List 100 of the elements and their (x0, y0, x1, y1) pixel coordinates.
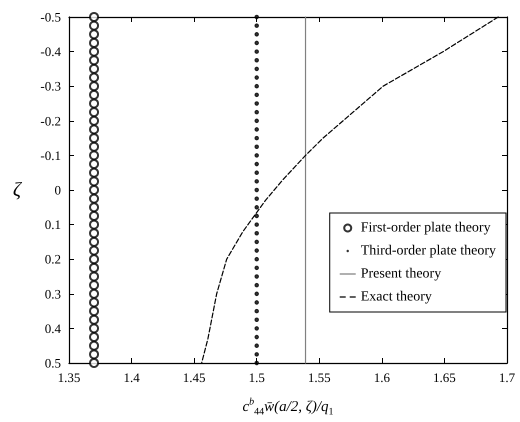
point (89, 220, 100, 230)
point (254, 352, 259, 357)
legend-label: Exact theory (360, 290, 432, 304)
x-tick-label: 1.65 (433, 370, 456, 385)
legend-label: Third-order plate theory (360, 244, 496, 258)
point (254, 248, 259, 253)
point (89, 340, 100, 351)
point (89, 332, 100, 342)
point (254, 240, 259, 244)
point (254, 179, 259, 184)
point (254, 144, 259, 149)
point (89, 107, 100, 118)
point (89, 20, 100, 31)
point (254, 101, 259, 106)
point (89, 272, 100, 282)
point (89, 38, 100, 48)
point (89, 64, 100, 74)
point (89, 176, 100, 186)
point (254, 170, 259, 175)
x-tick-label: 1.35 (58, 370, 80, 385)
y-tick-label: 0.5 (44, 356, 61, 370)
point (89, 168, 100, 178)
y-tick-label: -0.2 (40, 113, 61, 128)
point (89, 262, 100, 273)
point (254, 274, 259, 279)
point (254, 110, 259, 114)
point (89, 358, 100, 368)
point (254, 343, 259, 348)
point (89, 55, 100, 66)
point (89, 228, 100, 238)
point (254, 84, 259, 88)
point (89, 323, 100, 334)
point (89, 210, 100, 221)
point (254, 318, 259, 322)
y-axis-title: ζ (12, 179, 23, 201)
point (254, 127, 259, 132)
x-tick-label: 1.45 (182, 370, 206, 385)
point (254, 256, 259, 262)
point (89, 90, 100, 100)
point (254, 282, 259, 288)
point (254, 205, 259, 210)
point (254, 75, 259, 80)
point (254, 308, 259, 314)
legend-label: Present theory (360, 266, 442, 282)
y-tick-label: -0.4 (40, 44, 62, 60)
point (254, 66, 259, 72)
point (89, 142, 100, 152)
point (254, 153, 259, 158)
y-tick-label: 0.4 (44, 320, 62, 336)
x-tick-label: 1.6 (374, 370, 390, 385)
point (254, 292, 259, 296)
point (89, 246, 100, 256)
legend-label: First-order plate theory (360, 220, 491, 236)
point (89, 202, 100, 212)
point (89, 150, 100, 160)
point (254, 92, 259, 98)
point (254, 14, 259, 20)
x-tick-label: 1.4 (123, 370, 140, 385)
point (254, 222, 259, 227)
point (254, 326, 259, 331)
point (89, 72, 100, 83)
point (254, 300, 259, 305)
point (89, 81, 100, 92)
point (254, 334, 259, 340)
point (89, 280, 100, 290)
x-tick-label: 1.7 (498, 370, 516, 385)
y-tick-label: 0.3 (44, 286, 61, 302)
point (89, 254, 100, 264)
point (254, 188, 259, 192)
point (89, 306, 100, 316)
point (89, 236, 100, 247)
point (89, 116, 100, 126)
point (89, 194, 100, 204)
y-tick-label: -0.5 (40, 10, 61, 24)
point (254, 40, 259, 46)
point (89, 349, 100, 360)
point (89, 159, 100, 170)
point (254, 360, 259, 366)
point (254, 266, 259, 270)
y-tick-label: 0.2 (44, 252, 61, 267)
point (89, 98, 100, 108)
x-tick-label: 1.5 (248, 370, 265, 385)
y-tick-label: 0.1 (44, 217, 61, 232)
point (89, 297, 100, 308)
point (254, 162, 259, 166)
point (89, 133, 100, 144)
point (89, 12, 100, 22)
y-tick-label: -0.1 (40, 148, 61, 163)
point (89, 29, 100, 40)
y-tick-label: 0 (54, 182, 61, 198)
point (89, 288, 100, 299)
point (254, 118, 259, 124)
y-tick-label: -0.3 (40, 78, 61, 94)
x-tick-label: 1.55 (308, 370, 331, 385)
point (254, 58, 259, 62)
point (254, 49, 259, 54)
point (254, 136, 259, 140)
point (254, 231, 259, 236)
point (254, 32, 259, 37)
point (89, 46, 100, 57)
